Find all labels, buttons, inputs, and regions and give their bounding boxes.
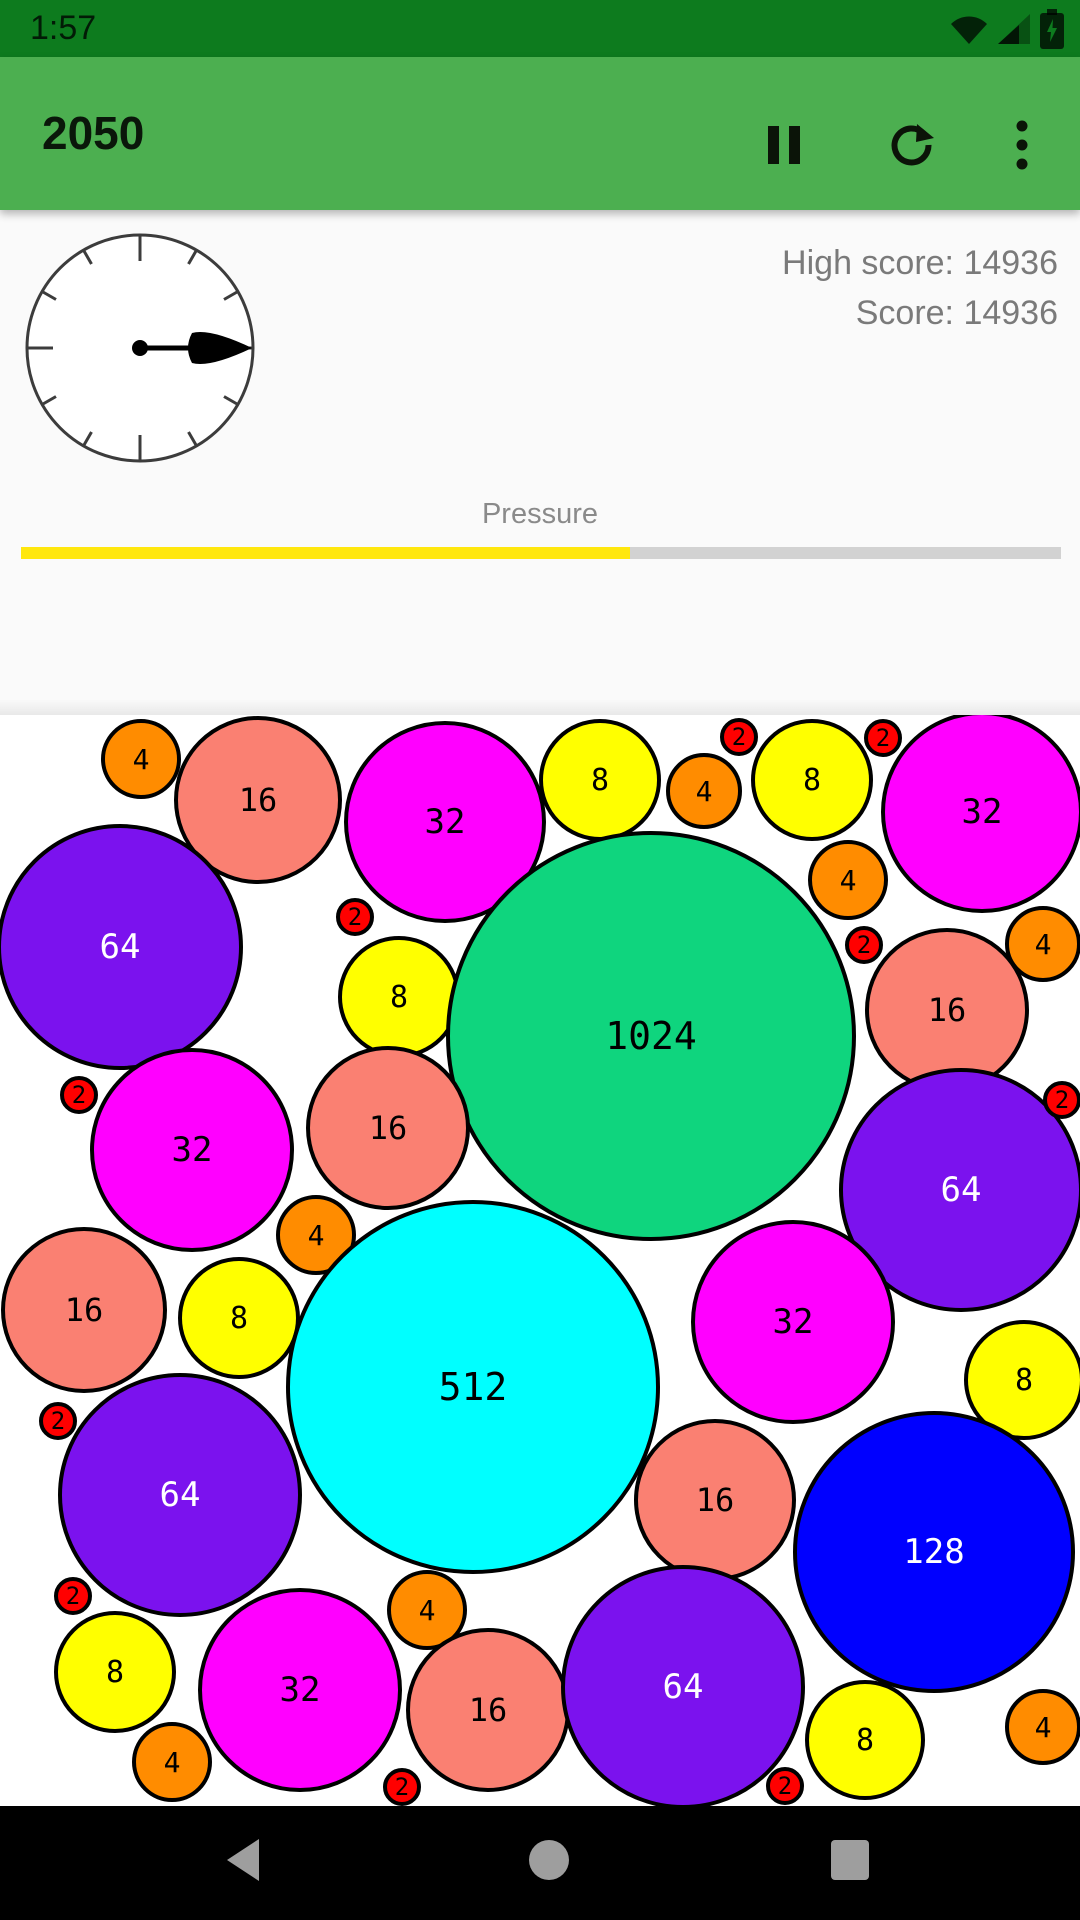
bubble-32[interactable]: 32 xyxy=(691,1220,895,1424)
bubble-512[interactable]: 512 xyxy=(286,1200,660,1574)
panel-shadow xyxy=(0,699,1080,715)
bubble-16[interactable]: 16 xyxy=(865,928,1029,1092)
pressure-bar xyxy=(21,547,1061,559)
bubble-8[interactable]: 8 xyxy=(178,1257,300,1379)
bubble-2[interactable]: 2 xyxy=(383,1768,421,1806)
bubble-4[interactable]: 4 xyxy=(666,753,742,829)
nav-home-button[interactable] xyxy=(525,1836,573,1884)
bubble-16[interactable]: 16 xyxy=(634,1419,796,1581)
app-bar: 2050 xyxy=(0,57,1080,210)
bubble-32[interactable]: 32 xyxy=(90,1048,294,1252)
overflow-menu-button[interactable] xyxy=(990,113,1054,177)
bubble-64[interactable]: 64 xyxy=(58,1373,302,1617)
navigation-bar xyxy=(0,1806,1080,1920)
pause-icon xyxy=(766,125,802,165)
bubble-2[interactable]: 2 xyxy=(39,1402,77,1440)
bubble-16[interactable]: 16 xyxy=(406,1628,570,1792)
bubble-4[interactable]: 4 xyxy=(132,1722,212,1802)
bubble-2[interactable]: 2 xyxy=(60,1076,98,1114)
bubble-4[interactable]: 4 xyxy=(1005,1689,1080,1765)
bubble-2[interactable]: 2 xyxy=(845,926,883,964)
bubble-2[interactable]: 2 xyxy=(766,1767,804,1805)
signal-icon xyxy=(998,13,1030,44)
status-time: 1:57 xyxy=(30,9,97,47)
bubble-8[interactable]: 8 xyxy=(539,719,661,841)
timer-clock xyxy=(24,232,256,464)
nav-recents-button[interactable] xyxy=(826,1836,874,1884)
bubble-16[interactable]: 16 xyxy=(306,1046,470,1210)
home-icon xyxy=(528,1839,570,1881)
recents-icon xyxy=(830,1839,870,1881)
bubble-8[interactable]: 8 xyxy=(751,719,873,841)
bubble-4[interactable]: 4 xyxy=(101,719,181,799)
pressure-label: Pressure xyxy=(481,498,599,530)
bubble-8[interactable]: 8 xyxy=(54,1611,176,1733)
pause-button[interactable] xyxy=(752,113,816,177)
bubble-2[interactable]: 2 xyxy=(54,1577,92,1615)
bubble-64[interactable]: 64 xyxy=(0,824,243,1070)
bubble-2[interactable]: 2 xyxy=(720,718,758,756)
nav-back-button[interactable] xyxy=(219,1836,267,1884)
bubble-4[interactable]: 4 xyxy=(808,840,888,920)
status-icons xyxy=(950,0,1064,57)
bubble-8[interactable]: 8 xyxy=(805,1680,925,1800)
pressure-fill xyxy=(21,547,631,559)
overflow-menu-icon xyxy=(1016,120,1028,170)
status-bar: 1:57 xyxy=(0,0,1080,57)
info-panel: High score: 14936 Score: 14936 Pressure xyxy=(0,210,1080,715)
clock-hand xyxy=(140,332,252,364)
bubble-128[interactable]: 128 xyxy=(793,1411,1075,1693)
bubble-32[interactable]: 32 xyxy=(198,1588,402,1792)
bubble-16[interactable]: 16 xyxy=(1,1227,167,1393)
bubble-1024[interactable]: 1024 xyxy=(446,831,856,1241)
refresh-icon xyxy=(889,122,935,168)
high-score-text: High score: 14936 xyxy=(782,244,1058,282)
restart-button[interactable] xyxy=(880,113,944,177)
bubble-32[interactable]: 32 xyxy=(881,715,1080,913)
battery-charging-icon xyxy=(1040,8,1064,49)
game-board[interactable]: 4 16 32 8 2 4 8 2 32 64 2 8 4 2 4 16 1024 2 32 16 64 2 4 16 8 512… xyxy=(0,715,1080,1806)
back-icon xyxy=(225,1838,261,1882)
wifi-icon xyxy=(950,14,988,44)
bubble-2[interactable]: 2 xyxy=(336,898,374,936)
app-title: 2050 xyxy=(42,107,145,159)
score-text: Score: 14936 xyxy=(855,294,1058,332)
bubble-8[interactable]: 8 xyxy=(338,936,460,1058)
bubble-2[interactable]: 2 xyxy=(864,719,902,757)
bubble-64[interactable]: 64 xyxy=(561,1565,805,1806)
bubble-2[interactable]: 2 xyxy=(1043,1081,1080,1119)
